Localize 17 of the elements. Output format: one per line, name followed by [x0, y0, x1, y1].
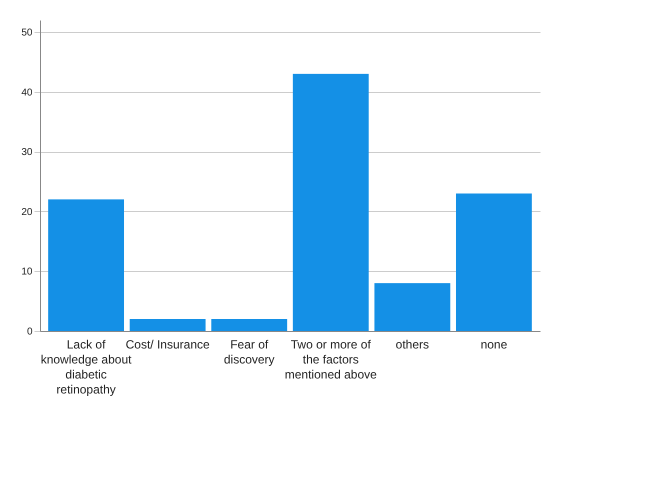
bar [211, 319, 288, 331]
x-tick-label: others [396, 338, 430, 352]
x-tick-label: none [480, 338, 508, 352]
bar [374, 283, 450, 331]
y-tick-label: 20 [21, 206, 33, 218]
x-tick-label: Fear of discovery [224, 338, 275, 366]
x-tick-label: Two or more of the factors mentioned above [284, 338, 378, 382]
bar [456, 193, 532, 331]
y-tick-label: 30 [21, 147, 33, 158]
y-tick-label: 50 [21, 27, 33, 38]
y-tick-label: 10 [21, 266, 33, 278]
y-tick-label: 40 [21, 87, 33, 98]
bar [292, 74, 369, 331]
bar [48, 199, 124, 331]
bar [130, 319, 206, 331]
y-tick-label: 0 [26, 326, 33, 338]
x-tick-label: Cost/ Insurance [126, 338, 210, 352]
